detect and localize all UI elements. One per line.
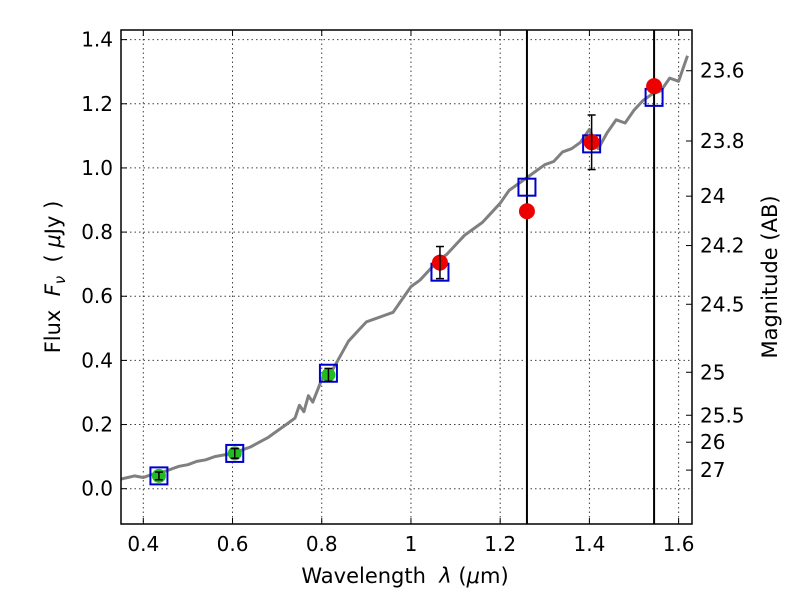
red-points-series (431, 78, 663, 271)
model-point (149, 466, 169, 486)
y-axis-ticks: 0.0 0.2 0.4 0.6 0.8 1.0 1.2 1.4 (81, 28, 127, 501)
y2-tick-label: 27 (700, 458, 725, 482)
error-bars (154, 114, 596, 481)
y-axis-title: Flux Fν ( μJy ) (41, 201, 69, 354)
y2-tick-label: 23.6 (700, 59, 745, 83)
y2-tick-label: 23.8 (700, 129, 745, 153)
x-tick-label: 0.4 (127, 532, 159, 556)
y2-axis-ticks: 23.6 23.8 24 24.2 24.5 25 25.5 26 27 (686, 59, 745, 482)
y-tick-label: 0.4 (81, 348, 113, 372)
model-points-series (149, 87, 664, 486)
x-tick-label: 0.6 (217, 532, 249, 556)
y2-axis-title: Magnitude (AB) (758, 195, 782, 358)
grid (121, 30, 692, 524)
model-point (225, 443, 245, 463)
x-tick-label: 1 (405, 532, 418, 556)
y-tick-label: 0.6 (81, 284, 113, 308)
y2-tick-label: 24.5 (700, 292, 745, 316)
y-tick-label: 0.8 (81, 220, 113, 244)
red-point (518, 203, 535, 220)
red-point (646, 78, 663, 95)
x-axis-title: Wavelength λ (μm) (301, 564, 508, 588)
plot-frame (120, 29, 693, 525)
y-tick-label: 1.0 (81, 156, 113, 180)
y-tick-label: 1.2 (81, 92, 113, 116)
model-point (517, 177, 537, 197)
y2-tick-label: 25 (700, 360, 725, 384)
y-tick-label: 0.0 (81, 477, 113, 501)
x-axis-ticks: 0.4 0.6 0.8 1 1.2 1.4 1.6 (127, 30, 695, 556)
vertical-lines (525, 30, 656, 524)
x-tick-label: 1.6 (663, 532, 695, 556)
y-tick-label: 1.4 (81, 28, 113, 52)
y2-tick-label: 24 (700, 184, 725, 208)
y2-tick-label: 25.5 (700, 403, 745, 427)
spectrum-line (120, 55, 689, 481)
x-tick-label: 1.4 (573, 532, 605, 556)
x-tick-label: 0.8 (306, 532, 338, 556)
spectrum-series (120, 55, 689, 481)
y-tick-label: 0.2 (81, 413, 113, 437)
x-tick-label: 1.2 (484, 532, 516, 556)
y2-tick-label: 24.2 (700, 234, 745, 258)
y2-tick-label: 26 (700, 430, 725, 454)
